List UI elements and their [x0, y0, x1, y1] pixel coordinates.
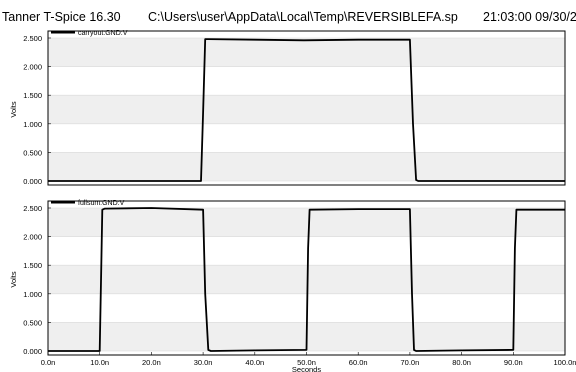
- x-axis-label: Seconds: [292, 365, 321, 372]
- waveform-trace: [48, 207, 565, 352]
- grid-band: [48, 66, 565, 96]
- y-tick-label: 1.500: [23, 91, 42, 100]
- waveform-trace: [48, 38, 565, 182]
- grid-band: [48, 208, 565, 237]
- y-tick-label: 2.000: [23, 233, 42, 242]
- simulator-title: Tanner T-Spice 16.30: [2, 10, 121, 24]
- y-tick-label: 1.500: [23, 261, 42, 270]
- x-tick-label: 40.0n: [245, 358, 264, 367]
- plot-panel-1: carryout:GND:V 0.000 0.500 1.000 1.500 2.000 2…: [9, 30, 566, 186]
- y-tick-label: 0.000: [23, 347, 42, 356]
- legend-label: carryout:GND:V: [78, 30, 128, 37]
- x-tick-label: 20.0n: [142, 358, 161, 367]
- y-tick-label: 0.500: [23, 318, 42, 327]
- grid-band: [48, 236, 565, 266]
- x-tick-label: 0.0n: [41, 358, 56, 367]
- grid-band: [48, 152, 565, 181]
- x-tick-label: 50.0n: [297, 358, 316, 367]
- grid-band: [48, 123, 565, 153]
- x-tick-label: 70.0n: [401, 358, 420, 367]
- y-tick-label: 2.000: [23, 63, 42, 72]
- x-tick-label: 60.0n: [349, 358, 368, 367]
- y-tick-label: 1.000: [23, 290, 42, 299]
- x-tick-label: 80.0n: [452, 358, 471, 367]
- y-axis-label: Volts: [9, 101, 18, 118]
- run-timestamp: 21:03:00 09/30/21: [483, 10, 576, 24]
- grid-band: [48, 265, 565, 294]
- x-tick-label: 10.0n: [90, 358, 109, 367]
- x-tick-label: 100.0n: [554, 358, 576, 367]
- grid-band: [48, 95, 565, 124]
- netlist-path: C:\Users\user\AppData\Local\Temp\REVERSI…: [148, 10, 458, 24]
- y-tick-label: 0.000: [23, 177, 42, 186]
- title-bar: Tanner T-Spice 16.30 C:\Users\user\AppDa…: [2, 10, 576, 28]
- y-tick-label: 0.500: [23, 148, 42, 157]
- grid-band: [48, 38, 565, 67]
- x-tick-label: 30.0n: [194, 358, 213, 367]
- plot-panel-2: fullsum:GND:V 0.000 0.500 1.000 1.500 2.000 2.…: [9, 200, 576, 372]
- y-tick-label: 1.000: [23, 120, 42, 129]
- plot-frame: [47, 30, 566, 186]
- y-tick-label: 2.500: [23, 34, 42, 43]
- y-tick-label: 2.500: [23, 204, 42, 213]
- legend-label: fullsum:GND:V: [78, 200, 125, 207]
- y-axis-label: Volts: [9, 271, 18, 288]
- x-tick-label: 90.0n: [504, 358, 523, 367]
